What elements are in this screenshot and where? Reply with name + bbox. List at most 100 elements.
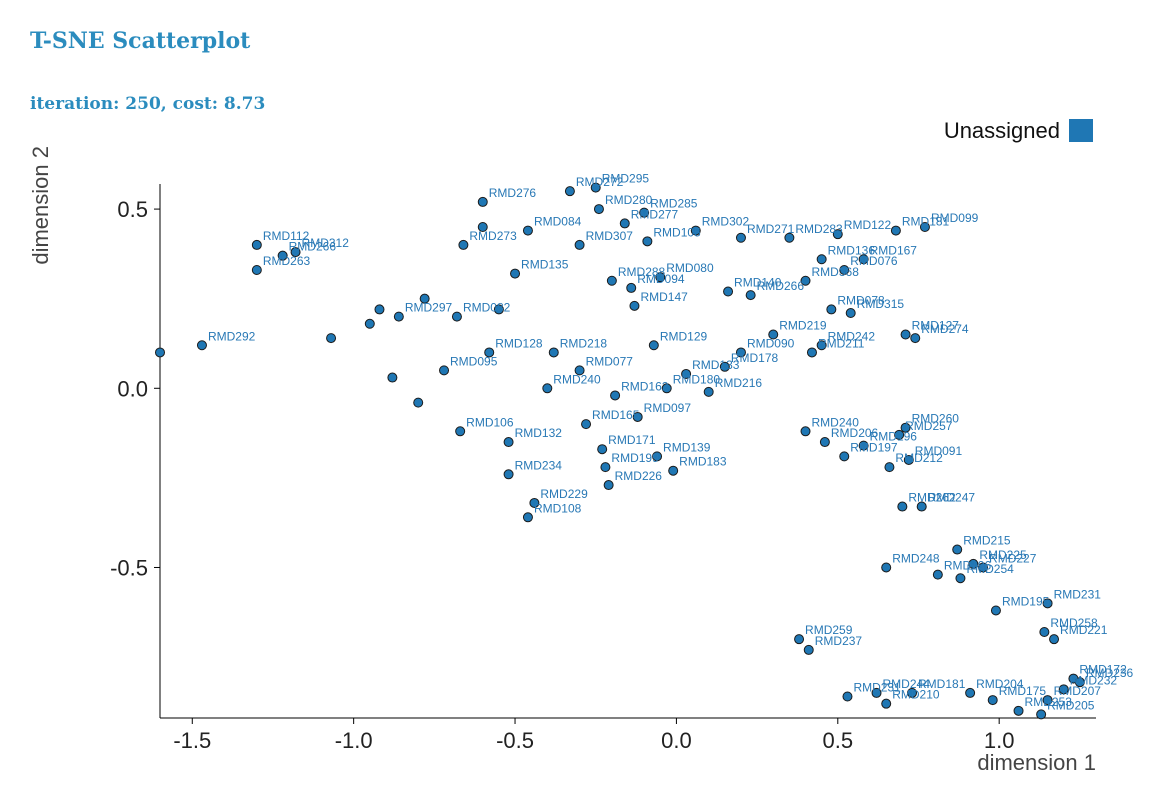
data-point[interactable] <box>648 340 659 351</box>
data-point[interactable] <box>919 222 930 233</box>
data-point[interactable] <box>903 454 914 465</box>
data-point[interactable] <box>1042 598 1053 609</box>
data-point[interactable] <box>803 644 814 655</box>
data-point[interactable] <box>574 365 585 376</box>
data-point[interactable] <box>155 347 165 358</box>
data-point[interactable] <box>374 304 385 315</box>
data-point[interactable] <box>955 573 966 584</box>
data-point[interactable] <box>619 218 630 229</box>
data-point[interactable] <box>590 182 601 193</box>
data-point[interactable] <box>987 695 998 706</box>
data-point[interactable] <box>794 634 805 645</box>
data-point[interactable] <box>593 204 604 215</box>
data-point[interactable] <box>703 386 714 397</box>
data-point[interactable] <box>1049 634 1060 645</box>
data-point[interactable] <box>393 311 404 322</box>
data-point[interactable] <box>529 497 540 508</box>
data-point[interactable] <box>668 465 679 476</box>
data-point[interactable] <box>871 687 882 698</box>
data-point[interactable] <box>277 250 288 261</box>
data-point[interactable] <box>978 562 989 573</box>
data-point[interactable] <box>542 383 553 394</box>
data-point[interactable] <box>735 232 746 243</box>
data-point[interactable] <box>832 229 843 240</box>
data-point[interactable] <box>326 333 337 344</box>
data-point[interactable] <box>610 390 621 401</box>
data-point[interactable] <box>900 329 911 340</box>
data-point[interactable] <box>639 207 650 218</box>
data-point[interactable] <box>626 282 637 293</box>
data-point[interactable] <box>907 687 918 698</box>
data-point[interactable] <box>826 304 837 315</box>
data-point[interactable] <box>419 293 430 304</box>
data-point[interactable] <box>910 333 921 344</box>
data-point[interactable] <box>503 437 514 448</box>
data-point[interactable] <box>884 462 895 473</box>
data-point[interactable] <box>642 236 653 247</box>
data-point[interactable] <box>990 605 1001 616</box>
data-point[interactable] <box>522 512 533 523</box>
data-point[interactable] <box>768 329 779 340</box>
data-point[interactable] <box>858 440 869 451</box>
data-point[interactable] <box>484 347 495 358</box>
data-point[interactable] <box>477 222 488 233</box>
data-point[interactable] <box>842 691 853 702</box>
data-point[interactable] <box>652 451 663 462</box>
legend[interactable]: Unassigned <box>944 118 1093 143</box>
data-point[interactable] <box>1042 695 1053 706</box>
data-point[interactable] <box>564 186 575 197</box>
data-point[interactable] <box>881 698 892 709</box>
data-point[interactable] <box>900 422 911 433</box>
data-point[interactable] <box>735 347 746 358</box>
data-point[interactable] <box>251 265 262 276</box>
data-point[interactable] <box>661 383 672 394</box>
data-point[interactable] <box>816 254 827 265</box>
data-point[interactable] <box>632 411 643 422</box>
data-point[interactable] <box>897 501 908 512</box>
data-point[interactable] <box>413 397 424 408</box>
data-point[interactable] <box>574 239 585 250</box>
data-point[interactable] <box>458 239 469 250</box>
data-point[interactable] <box>364 318 375 329</box>
data-point[interactable] <box>1039 626 1050 637</box>
data-point[interactable] <box>723 286 734 297</box>
data-point[interactable] <box>251 239 262 250</box>
data-point[interactable] <box>968 558 979 569</box>
data-point[interactable] <box>965 687 976 698</box>
data-point[interactable] <box>690 225 701 236</box>
data-point[interactable] <box>493 304 504 315</box>
data-point[interactable] <box>548 347 559 358</box>
data-point[interactable] <box>503 469 514 480</box>
data-point[interactable] <box>606 275 617 286</box>
data-point[interactable] <box>894 429 905 440</box>
data-point[interactable] <box>681 368 692 379</box>
data-point[interactable] <box>581 419 592 430</box>
data-point[interactable] <box>719 361 730 372</box>
data-point[interactable] <box>600 462 611 473</box>
data-point[interactable] <box>952 544 963 555</box>
data-point[interactable] <box>816 340 827 351</box>
data-point[interactable] <box>839 451 850 462</box>
data-point[interactable] <box>858 254 869 265</box>
data-point[interactable] <box>839 265 850 276</box>
data-point[interactable] <box>881 562 892 573</box>
data-point[interactable] <box>932 569 943 580</box>
data-point[interactable] <box>845 308 856 319</box>
data-point[interactable] <box>916 501 927 512</box>
data-point[interactable] <box>800 275 811 286</box>
data-point[interactable] <box>784 232 795 243</box>
data-point[interactable] <box>522 225 533 236</box>
data-point[interactable] <box>819 437 830 448</box>
data-point[interactable] <box>597 444 608 455</box>
data-point[interactable] <box>439 365 450 376</box>
data-point[interactable] <box>387 372 398 383</box>
data-point[interactable] <box>655 272 666 283</box>
data-point[interactable] <box>455 426 466 437</box>
data-point[interactable] <box>629 300 640 311</box>
data-point[interactable] <box>510 268 521 279</box>
data-point[interactable] <box>806 347 817 358</box>
data-point[interactable] <box>603 480 614 491</box>
data-point[interactable] <box>890 225 901 236</box>
data-point[interactable] <box>451 311 462 322</box>
